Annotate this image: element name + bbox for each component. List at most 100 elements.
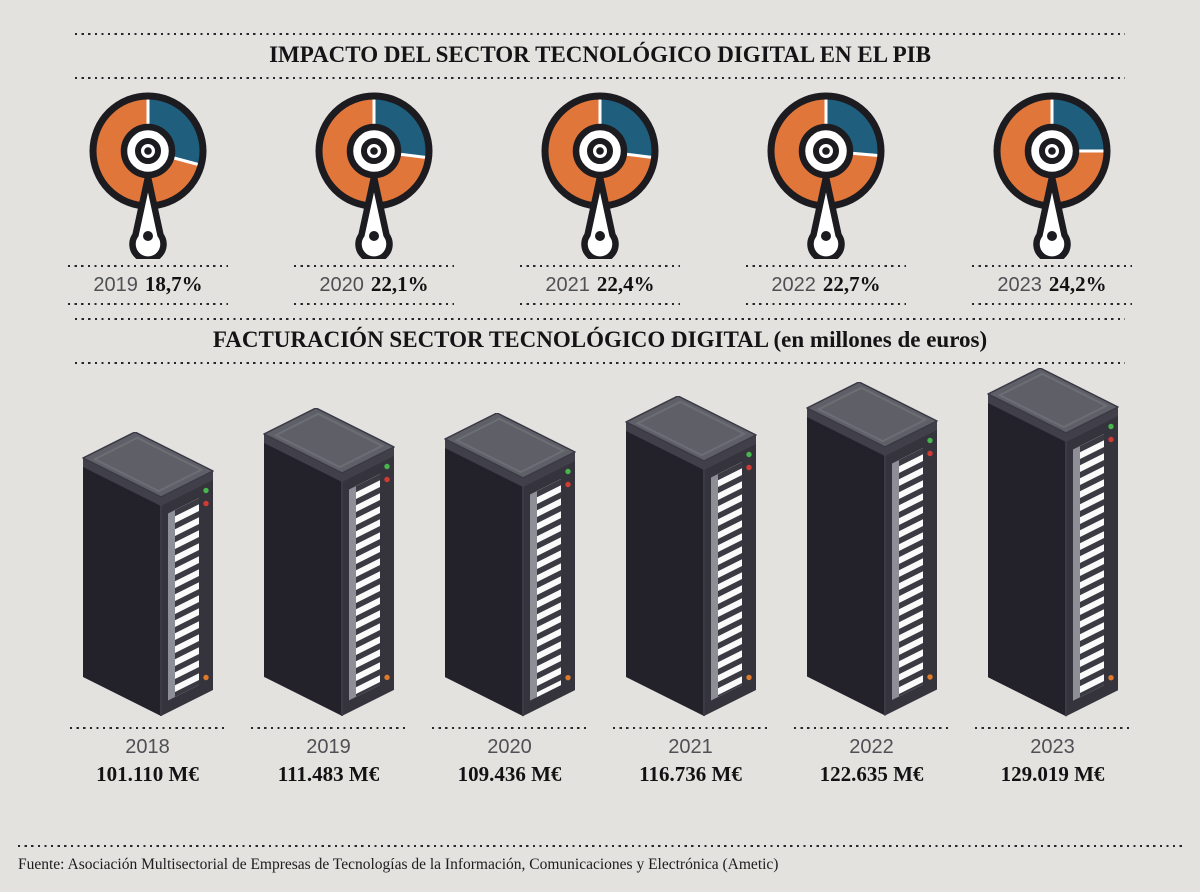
facturacion-label-block: 2023 129.019 M€ [975, 727, 1130, 787]
pib-gauge-item: 2019 18,7% [68, 89, 228, 305]
pib-value: 22,1% [370, 272, 429, 296]
led-green-icon [745, 451, 752, 458]
pib-label-block: 2021 22,4% [520, 265, 680, 305]
pib-label-block: 2023 24,2% [972, 265, 1132, 305]
label-divider-dotted [972, 265, 1132, 267]
facturacion-year: 2018 [125, 736, 170, 758]
pib-value: 18,7% [144, 272, 203, 296]
pib-value: 22,4% [596, 272, 655, 296]
source-note: Fuente: Asociación Multisectorial de Emp… [18, 856, 779, 873]
divider-dotted [75, 77, 1125, 79]
facturacion-server-item: 2021 116.736 M€ [613, 396, 768, 787]
pib-label-block: 2022 22,7% [746, 265, 906, 305]
gauge-dial-icon [315, 92, 433, 259]
facturacion-server-item: 2018 101.110 M€ [70, 432, 225, 787]
facturacion-label-block: 2021 116.736 M€ [613, 727, 768, 787]
led-green-icon [926, 437, 933, 444]
label-divider-dotted [746, 303, 906, 305]
divider-dotted [75, 362, 1125, 364]
led-orange-icon [383, 674, 390, 681]
facturacion-label-block: 2018 101.110 M€ [70, 727, 225, 787]
facturacion-year: 2019 [306, 736, 351, 758]
label-divider-dotted [251, 727, 406, 729]
facturacion-year: 2020 [487, 736, 532, 758]
label-divider-dotted [794, 727, 949, 729]
pib-year: 2019 [93, 274, 138, 296]
pib-year: 2023 [997, 274, 1042, 296]
led-orange-icon [745, 674, 752, 681]
led-orange-icon [926, 674, 933, 680]
facturacion-server-item: 2019 111.483 M€ [251, 408, 406, 787]
facturacion-year: 2023 [1030, 736, 1075, 758]
facturacion-year: 2021 [668, 736, 713, 758]
pib-gauge-item: 2022 22,7% [746, 89, 906, 305]
divider-dotted-footer [18, 845, 1182, 847]
facturacion-value: 101.110 M€ [96, 762, 199, 786]
server-rack-icon [81, 432, 214, 716]
pib-gauge-row: 2019 18,7% 2020 22,1% 2021 22,4% 2022 22,7% 2023… [0, 89, 1200, 305]
pib-value: 24,2% [1048, 272, 1107, 296]
led-green-icon [202, 487, 209, 494]
facturacion-server-item: 2020 109.436 M€ [432, 413, 587, 787]
facturacion-value: 122.635 M€ [819, 762, 924, 786]
facturacion-server-item: 2022 122.635 M€ [794, 382, 949, 787]
label-divider-dotted [613, 727, 768, 729]
led-red-icon [564, 481, 571, 488]
facturacion-value: 116.736 M€ [639, 762, 742, 786]
pib-label-block: 2020 22,1% [294, 265, 454, 305]
facturacion-label-block: 2022 122.635 M€ [794, 727, 949, 787]
gauge-dial-icon [541, 92, 659, 259]
facturacion-server-item: 2023 129.019 M€ [975, 368, 1130, 787]
facturacion-value: 129.019 M€ [1000, 762, 1105, 786]
led-red-icon [926, 450, 933, 457]
led-red-icon [383, 476, 390, 483]
led-red-icon [745, 464, 752, 471]
section-title-pib: IMPACTO DEL SECTOR TECNOLÓGICO DIGITAL E… [269, 42, 931, 67]
pib-label-block: 2019 18,7% [68, 265, 228, 305]
led-orange-icon [202, 674, 209, 681]
divider-dotted-top [75, 33, 1125, 35]
label-divider-dotted [432, 727, 587, 729]
server-rack-icon [986, 368, 1119, 717]
led-red-icon [202, 500, 209, 507]
label-divider-dotted [520, 265, 680, 267]
gauge-dial-icon [767, 92, 885, 259]
led-red-icon [1107, 436, 1114, 443]
led-orange-icon [564, 674, 571, 681]
label-divider-dotted [68, 303, 228, 305]
facturacion-value: 109.436 M€ [457, 762, 562, 786]
facturacion-label-block: 2020 109.436 M€ [432, 727, 587, 787]
server-rack-icon [443, 413, 576, 717]
label-divider-dotted [746, 265, 906, 267]
facturacion-label-block: 2019 111.483 M€ [251, 727, 406, 787]
gauge-dial-icon [993, 92, 1111, 259]
gauge-dial-icon [89, 92, 207, 259]
pib-value: 22,7% [822, 272, 881, 296]
server-rack-icon [262, 408, 395, 716]
divider-dotted [75, 318, 1125, 320]
pib-year: 2021 [545, 274, 590, 296]
pib-gauge-item: 2023 24,2% [972, 89, 1132, 305]
label-divider-dotted [70, 727, 225, 729]
label-divider-dotted [68, 265, 228, 267]
server-rack-icon [624, 396, 757, 716]
pib-year: 2020 [319, 274, 364, 296]
facturacion-server-row: 2018 101.110 M€ 2019 111.483 M€ 2020 109.436 … [0, 368, 1200, 787]
label-divider-dotted [972, 303, 1132, 305]
label-divider-dotted [520, 303, 680, 305]
pib-gauge-item: 2021 22,4% [520, 89, 680, 305]
label-divider-dotted [294, 265, 454, 267]
facturacion-value: 111.483 M€ [277, 762, 380, 786]
pib-year: 2022 [771, 274, 816, 296]
led-green-icon [564, 468, 571, 475]
label-divider-dotted [975, 727, 1130, 729]
led-green-icon [1107, 423, 1114, 430]
section-title-facturacion: FACTURACIÓN SECTOR TECNOLÓGICO DIGITAL (… [212, 327, 988, 352]
led-orange-icon [1107, 674, 1114, 681]
label-divider-dotted [294, 303, 454, 305]
server-rack-icon [805, 382, 938, 716]
facturacion-year: 2022 [849, 736, 894, 758]
led-green-icon [383, 463, 390, 470]
pib-gauge-item: 2020 22,1% [294, 89, 454, 305]
